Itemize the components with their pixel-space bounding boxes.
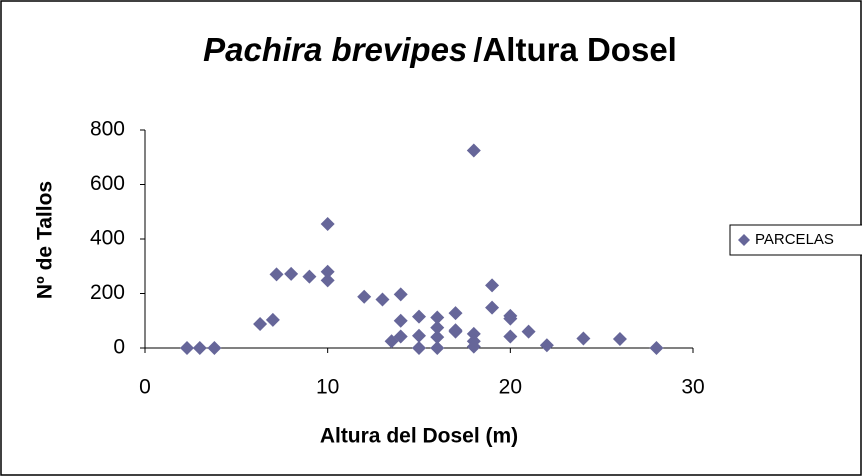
title-rest: /Altura Dosel (473, 31, 677, 68)
x-tick-label: 20 (499, 376, 522, 399)
y-tick-label: 400 (90, 227, 125, 250)
x-tick-label: 0 (139, 376, 151, 399)
legend-marker (738, 234, 750, 246)
point (284, 266, 299, 281)
point (466, 143, 481, 158)
point (430, 341, 445, 355)
point (320, 273, 335, 288)
point (393, 329, 408, 344)
point (412, 309, 426, 324)
point (320, 217, 335, 232)
point (430, 330, 445, 345)
point (269, 267, 284, 282)
point (503, 311, 518, 326)
point (448, 324, 463, 339)
legend-label: PARCELAS (755, 231, 834, 248)
point (357, 289, 372, 304)
y-tick-label: 0 (113, 336, 125, 359)
point (539, 338, 554, 353)
point (412, 328, 426, 343)
point (466, 326, 481, 341)
x-axis-label: Altura del Dosel (m) (320, 425, 518, 448)
y-tick-label: 600 (90, 172, 125, 195)
point (485, 300, 500, 315)
point (320, 264, 335, 279)
point (576, 331, 591, 346)
point (448, 306, 463, 321)
point (485, 278, 500, 293)
point (253, 317, 268, 332)
point (412, 341, 426, 355)
y-axis-label: Nº de Tallos (34, 181, 57, 299)
x-tick-label: 30 (681, 376, 704, 399)
point (207, 341, 222, 355)
title-species: Pachira brevipes (203, 31, 467, 68)
x-tick-label: 10 (316, 376, 339, 399)
point (265, 312, 280, 327)
point (649, 341, 664, 355)
point (393, 313, 408, 328)
point (430, 310, 445, 325)
y-tick-label: 200 (90, 281, 125, 304)
point (503, 329, 518, 344)
point (375, 292, 390, 307)
point (393, 287, 408, 302)
y-tick-label: 800 (90, 118, 125, 141)
point (192, 341, 207, 355)
chart-title: Pachira brevipes/Altura Dosel (203, 31, 677, 68)
legend-box (729, 224, 862, 256)
point (180, 341, 195, 355)
point (521, 324, 536, 339)
point (466, 339, 481, 354)
point (302, 269, 317, 284)
point (430, 320, 445, 335)
point (612, 332, 627, 347)
